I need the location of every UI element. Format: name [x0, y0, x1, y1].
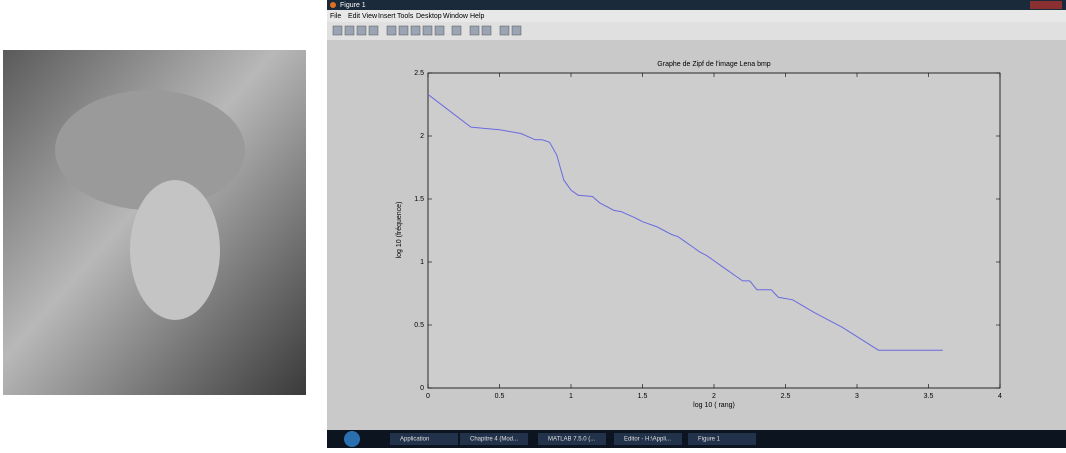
taskbar-label: MATLAB 7.5.0 (... [548, 437, 596, 443]
menu-item[interactable]: Desktop [416, 13, 442, 20]
toolbar-button[interactable] [344, 25, 355, 36]
y-tick-label: 0 [420, 385, 424, 392]
y-tick-label: 2 [420, 133, 424, 140]
menu-item[interactable]: Help [470, 13, 485, 20]
chart-title: Graphe de Zipf de l'image Lena bmp [657, 61, 771, 68]
x-tick-label: 3 [855, 393, 859, 400]
toolbar-button[interactable] [332, 25, 343, 36]
taskbar-button[interactable] [390, 433, 458, 445]
toolbar-button[interactable] [398, 25, 409, 36]
taskbar-label: Chapitre 4 (Mod... [470, 437, 518, 443]
menu-item[interactable]: View [362, 13, 378, 20]
menu-item[interactable]: Window [443, 13, 469, 20]
y-tick-label: 1.5 [414, 196, 424, 203]
menu-item[interactable]: File [330, 13, 341, 20]
start-button[interactable] [344, 431, 360, 447]
taskbar-label: Application [400, 437, 429, 443]
x-tick-label: 0 [426, 393, 430, 400]
toolbar-button[interactable] [410, 25, 421, 36]
photo-detail [55, 90, 245, 210]
x-tick-label: 3.5 [924, 393, 934, 400]
taskbar-label: Editor - H:\Appli... [624, 437, 671, 443]
menu-item[interactable]: Edit [348, 13, 360, 20]
data-line [427, 94, 943, 351]
menu-item[interactable]: Insert [378, 13, 396, 20]
toolbar-button[interactable] [422, 25, 433, 36]
toolbar-button[interactable] [499, 25, 510, 36]
toolbar-button[interactable] [386, 25, 397, 36]
x-tick-label: 4 [998, 393, 1002, 400]
toolbar-button[interactable] [356, 25, 367, 36]
taskbar-label: Figure 1 [698, 437, 721, 443]
plot-area [427, 72, 1001, 389]
x-tick-label: 1.5 [638, 393, 648, 400]
toolbar-button[interactable] [511, 25, 522, 36]
menu-bar [327, 10, 1066, 22]
taskbar-button[interactable] [460, 433, 528, 445]
toolbar-button[interactable] [469, 25, 480, 36]
x-tick-label: 0.5 [495, 393, 505, 400]
y-axis-label: log 10 (fréquence) [396, 202, 403, 259]
toolbar-icons [332, 25, 522, 36]
window-title: Figure 1 [340, 2, 366, 9]
photo-detail [130, 180, 220, 320]
x-tick-label: 2 [712, 393, 716, 400]
taskbar-button[interactable] [538, 433, 606, 445]
y-tick-label: 2.5 [414, 70, 424, 77]
x-tick-label: 1 [569, 393, 573, 400]
y-tick-label: 0.5 [414, 322, 424, 329]
window-icon [330, 2, 336, 8]
toolbar-button[interactable] [451, 25, 462, 36]
x-tick-label: 2.5 [781, 393, 791, 400]
title-bar [327, 0, 1066, 10]
toolbar-button[interactable] [434, 25, 445, 36]
taskbar-button[interactable] [688, 433, 756, 445]
toolbar-button[interactable] [481, 25, 492, 36]
window-controls[interactable] [1030, 1, 1062, 9]
x-axis-label: log 10 ( rang) [693, 402, 735, 409]
taskbar-button[interactable] [614, 433, 682, 445]
toolbar-button[interactable] [368, 25, 379, 36]
y-tick-label: 1 [420, 259, 424, 266]
menu-item[interactable]: Tools [397, 13, 414, 20]
